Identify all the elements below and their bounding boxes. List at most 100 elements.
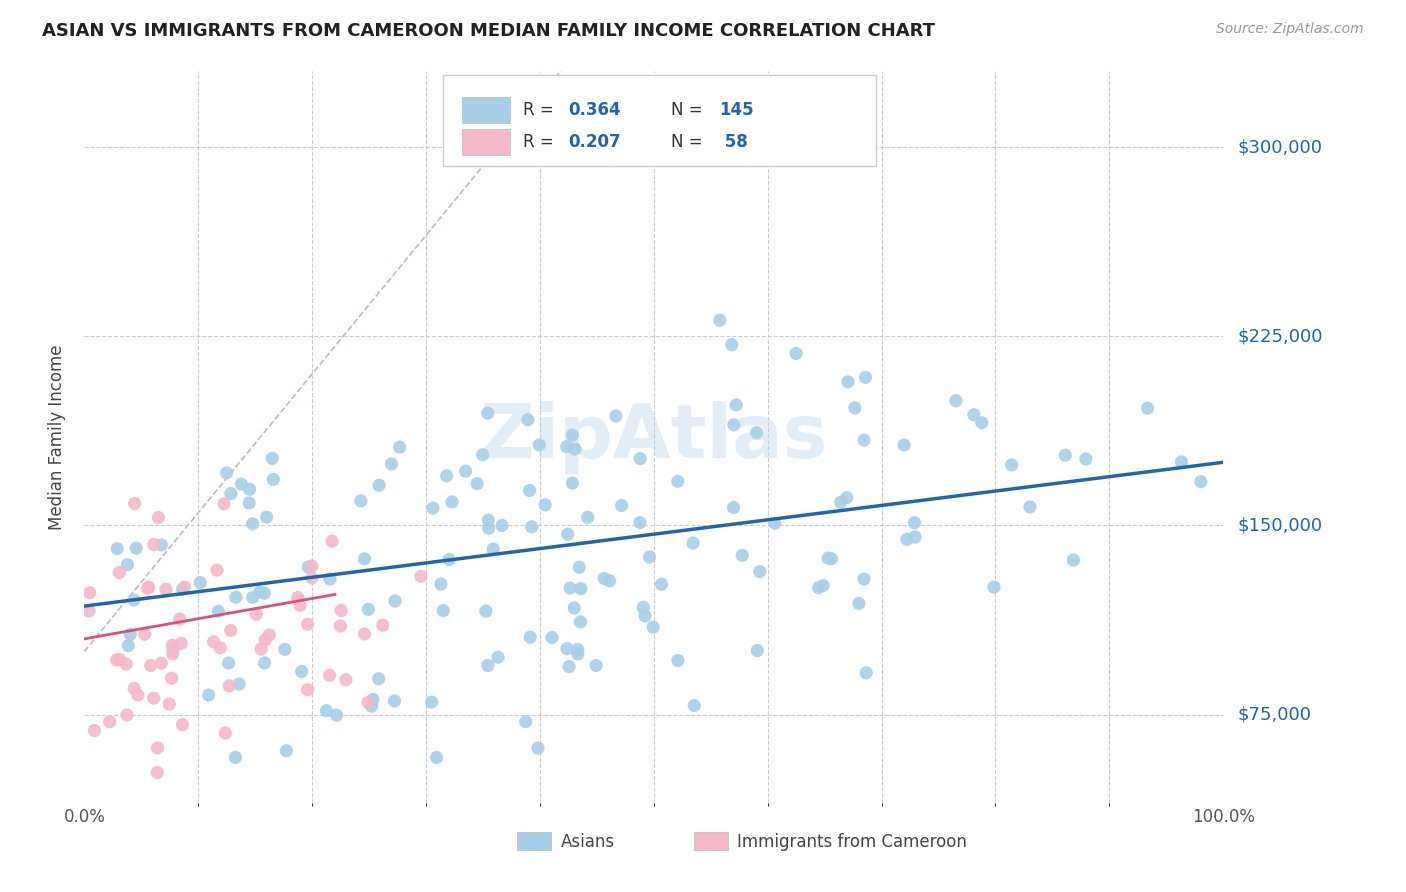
Point xyxy=(477,513,499,527)
Point xyxy=(1136,401,1159,416)
Point xyxy=(325,708,347,723)
Point xyxy=(219,486,242,500)
Point xyxy=(259,628,281,642)
Text: ZipAtlas: ZipAtlas xyxy=(479,401,828,474)
Point xyxy=(218,679,240,693)
Point xyxy=(430,577,453,591)
Point xyxy=(77,604,100,618)
Point xyxy=(170,636,193,650)
Point xyxy=(425,750,447,764)
Point xyxy=(238,496,260,510)
Point xyxy=(844,401,866,415)
Point xyxy=(409,569,432,583)
Text: 145: 145 xyxy=(718,101,754,120)
Point xyxy=(561,428,583,442)
Point xyxy=(297,560,319,574)
Point xyxy=(837,375,859,389)
Point xyxy=(568,560,591,574)
Point xyxy=(150,656,173,670)
Point xyxy=(515,714,537,729)
Point xyxy=(202,635,225,649)
Point xyxy=(224,750,246,764)
Point xyxy=(441,495,464,509)
Point xyxy=(638,549,661,564)
Point xyxy=(560,581,582,595)
Point xyxy=(384,594,406,608)
Point xyxy=(529,438,551,452)
Point xyxy=(893,438,915,452)
Point xyxy=(520,520,543,534)
Point xyxy=(122,681,145,696)
Point xyxy=(250,642,273,657)
Point xyxy=(108,566,131,580)
Point xyxy=(785,346,807,360)
Point xyxy=(830,495,852,509)
Point xyxy=(335,673,357,687)
Point xyxy=(368,478,391,492)
Point xyxy=(79,586,101,600)
Point xyxy=(384,694,406,708)
Point xyxy=(139,658,162,673)
Point xyxy=(558,659,581,673)
Point xyxy=(287,591,309,605)
Point xyxy=(274,642,297,657)
Point xyxy=(853,572,876,586)
FancyBboxPatch shape xyxy=(693,832,728,850)
Point xyxy=(127,688,149,702)
Point xyxy=(142,537,165,551)
Point xyxy=(215,466,238,480)
Text: Immigrants from Cameroon: Immigrants from Cameroon xyxy=(737,832,967,851)
Point xyxy=(242,516,264,531)
Point xyxy=(134,627,156,641)
Point xyxy=(731,549,754,563)
Point xyxy=(471,448,494,462)
Point xyxy=(682,536,704,550)
Point xyxy=(148,510,170,524)
Point xyxy=(160,638,183,652)
FancyBboxPatch shape xyxy=(463,129,510,155)
Point xyxy=(643,620,665,634)
Point xyxy=(315,704,337,718)
Point xyxy=(188,575,211,590)
Point xyxy=(253,656,276,670)
Point xyxy=(249,585,271,599)
Point xyxy=(108,652,131,666)
Point xyxy=(288,598,311,612)
Point xyxy=(83,723,105,738)
Point xyxy=(1019,500,1042,514)
Point xyxy=(207,604,229,618)
Point xyxy=(763,516,786,531)
Point xyxy=(628,451,651,466)
Point xyxy=(567,647,589,661)
Point xyxy=(197,688,219,702)
Point xyxy=(634,608,657,623)
Point xyxy=(367,672,389,686)
Point xyxy=(720,337,742,351)
Point xyxy=(904,530,927,544)
Text: $225,000: $225,000 xyxy=(1237,327,1323,345)
Point xyxy=(253,586,276,600)
Point xyxy=(105,653,128,667)
Text: 0.207: 0.207 xyxy=(568,133,621,152)
Point xyxy=(231,477,253,491)
Point xyxy=(256,510,278,524)
Text: ASIAN VS IMMIGRANTS FROM CAMEROON MEDIAN FAMILY INCOME CORRELATION CHART: ASIAN VS IMMIGRANTS FROM CAMEROON MEDIAN… xyxy=(42,22,935,40)
Point xyxy=(162,642,184,657)
Point xyxy=(478,521,501,535)
Point xyxy=(477,658,499,673)
Point xyxy=(254,632,277,647)
Point xyxy=(209,640,232,655)
Point xyxy=(353,551,375,566)
Point xyxy=(1074,452,1097,467)
Point xyxy=(811,579,834,593)
Point xyxy=(371,618,394,632)
Point xyxy=(360,699,382,714)
Text: $150,000: $150,000 xyxy=(1237,516,1322,534)
Point xyxy=(557,527,579,541)
Text: Asians: Asians xyxy=(561,832,614,851)
Point xyxy=(983,580,1005,594)
Point xyxy=(745,425,768,440)
Point xyxy=(218,656,240,670)
Point xyxy=(150,538,173,552)
Point xyxy=(454,464,477,478)
